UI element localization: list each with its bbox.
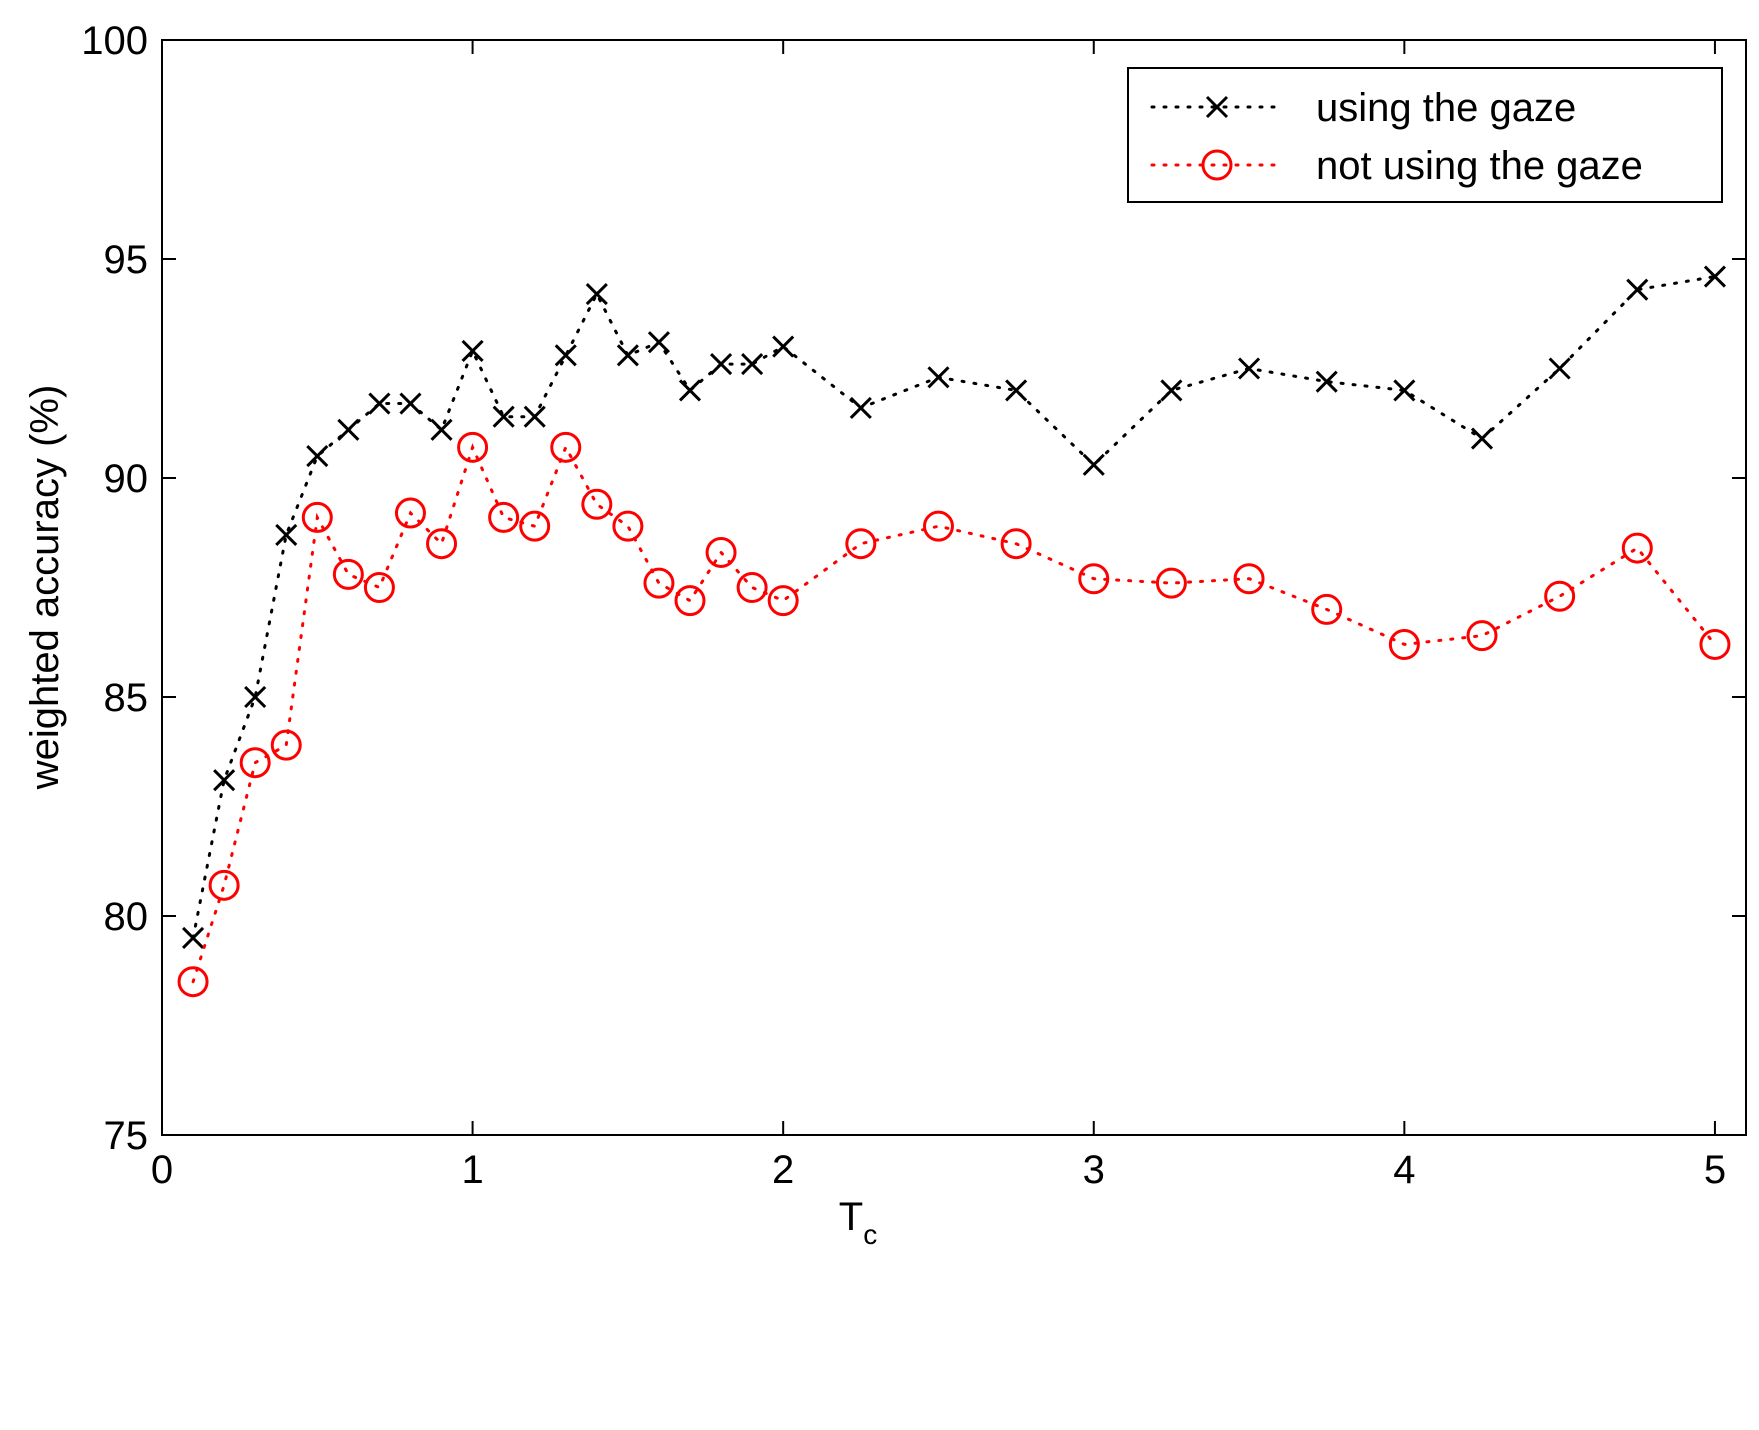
data-point-circle-marker: [845, 528, 877, 560]
x-tick-label: 0: [151, 1148, 173, 1192]
y-tick-label: 75: [104, 1114, 149, 1158]
data-point-circle-marker: [1000, 528, 1032, 560]
series-layer: [177, 265, 1731, 998]
data-point-x-marker: [523, 405, 546, 428]
data-point-circle-marker: [1155, 567, 1187, 599]
series-2: [177, 431, 1731, 998]
data-point-x-marker: [181, 926, 205, 949]
data-point-circle-marker: [208, 869, 240, 901]
data-point-x-marker: [1548, 357, 1571, 380]
data-point-circle-marker: [643, 567, 675, 599]
data-point-circle-marker: [1621, 532, 1653, 564]
y-axis-label: weighted accuracy (%): [23, 385, 67, 791]
data-point-circle-marker: [457, 431, 489, 463]
data-point-x-marker: [368, 392, 391, 415]
data-point-circle-marker: [736, 572, 768, 603]
data-point-x-marker: [492, 405, 515, 428]
legend: using the gaze not using the gaze: [1127, 67, 1723, 203]
data-point-circle-marker: [1699, 628, 1731, 660]
data-point-circle-marker: [332, 558, 364, 590]
x-axis-label-main: T: [839, 1195, 863, 1239]
data-point-circle-marker: [177, 966, 209, 998]
data-point-circle-marker: [1233, 563, 1265, 595]
data-point-x-marker: [678, 379, 702, 402]
legend-box: [1127, 67, 1723, 203]
data-point-x-marker: [554, 344, 577, 367]
data-point-x-marker: [1626, 278, 1649, 301]
data-point-circle-marker: [270, 729, 302, 761]
data-point-x-marker: [741, 353, 764, 376]
legend-label-not-using-gaze: not using the gaze: [1316, 144, 1643, 188]
data-point-circle-marker: [394, 497, 426, 529]
x-tick-label: 2: [772, 1148, 794, 1192]
y-tick-label: 85: [104, 676, 149, 720]
data-point-circle-marker: [426, 528, 458, 560]
data-point-circle-marker: [488, 501, 520, 533]
data-point-circle-marker: [519, 510, 551, 542]
data-point-x-marker: [337, 418, 360, 441]
y-tick-label: 90: [104, 457, 149, 501]
data-point-circle-marker: [612, 510, 644, 542]
data-point-x-marker: [772, 335, 795, 358]
series-line: [191, 443, 1717, 984]
data-point-circle-marker: [705, 536, 737, 568]
data-point-x-marker: [399, 392, 422, 415]
data-point-x-marker: [1315, 370, 1338, 393]
legend-marker-not-using-gaze: [1201, 149, 1233, 181]
data-point-circle-marker: [581, 488, 613, 520]
data-point-x-marker: [213, 769, 236, 792]
series-1: [181, 265, 1727, 949]
data-point-x-marker: [585, 282, 608, 306]
data-point-x-marker: [709, 353, 733, 376]
legend-label-using-gaze: using the gaze: [1316, 86, 1576, 130]
plot-frame: [161, 39, 1747, 1136]
data-point-circle-marker: [550, 431, 582, 463]
x-axis-label: Tc: [839, 1195, 877, 1250]
data-point-x-marker: [1703, 265, 1727, 288]
axis-ticks: 0 1 2 3 4 5 75 80 85 90 95 100: [81, 19, 1746, 1192]
data-point-x-marker: [244, 685, 267, 709]
data-point-x-marker: [927, 366, 950, 389]
data-point-x-marker: [1160, 379, 1183, 402]
data-point-x-marker: [1237, 357, 1261, 380]
x-tick-label: 4: [1393, 1148, 1415, 1192]
x-axis-label-subscript: c: [863, 1219, 877, 1250]
x-tick-label: 1: [461, 1148, 483, 1192]
y-tick-label: 100: [81, 19, 148, 63]
data-point-x-marker: [1005, 379, 1028, 402]
data-point-circle-marker: [1078, 563, 1110, 595]
plot-area: [161, 39, 1747, 1136]
data-point-circle-marker: [1466, 620, 1498, 652]
data-point-circle-marker: [1311, 593, 1343, 625]
data-point-circle-marker: [1388, 628, 1420, 660]
data-point-x-marker: [275, 523, 298, 547]
data-point-x-marker: [1393, 379, 1416, 402]
data-point-x-marker: [616, 344, 639, 367]
y-tick-label: 80: [104, 895, 149, 939]
x-tick-label: 3: [1083, 1148, 1105, 1192]
x-tick-label: 5: [1704, 1148, 1726, 1192]
data-point-circle-marker: [239, 747, 271, 779]
data-point-circle-marker: [767, 585, 799, 617]
data-point-x-marker: [647, 331, 671, 354]
data-point-x-marker: [306, 445, 329, 468]
y-tick-label: 95: [104, 238, 149, 282]
data-point-x-marker: [1082, 453, 1105, 476]
data-point-circle-marker: [1544, 580, 1576, 612]
data-point-circle-marker: [922, 510, 954, 542]
data-point-circle-marker: [363, 572, 395, 603]
legend-marker-using-gaze: [1205, 95, 1229, 119]
data-point-x-marker: [461, 339, 484, 363]
data-point-x-marker: [1470, 427, 1494, 450]
data-point-circle-marker: [674, 585, 706, 617]
data-point-circle-marker: [301, 501, 333, 533]
data-point-x-marker: [849, 396, 872, 419]
data-point-x-marker: [430, 418, 453, 441]
